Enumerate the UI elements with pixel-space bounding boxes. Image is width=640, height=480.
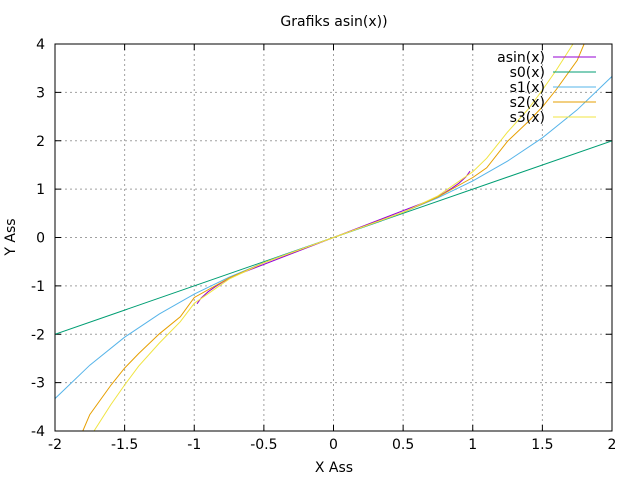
x-tick-label: -1 (187, 437, 201, 453)
x-tick-label: 0.5 (392, 437, 414, 453)
legend-label-s1-x: s1(x) (510, 80, 545, 96)
chart-title: Grafiks asin(x)) (280, 14, 387, 30)
y-tick-label: 4 (36, 37, 45, 53)
x-tick-label: 2 (608, 437, 617, 453)
x-tick-label: 1.5 (531, 437, 553, 453)
y-tick-label: 3 (36, 85, 45, 101)
x-tick-label: -0.5 (250, 437, 277, 453)
y-tick-label: 2 (36, 134, 45, 150)
y-axis-label: Y Ass (3, 218, 19, 256)
y-tick-label: -2 (31, 327, 45, 343)
legend-label-s2-x: s2(x) (510, 95, 545, 111)
series-lines (55, 44, 612, 431)
plot-frame (54, 43, 613, 432)
legend-label-s3-x: s3(x) (510, 110, 545, 126)
x-tick-label: -1.5 (111, 437, 138, 453)
y-tick-label: -4 (31, 424, 45, 440)
x-tick-label: 0 (329, 437, 338, 453)
axis-ticks: -2 -1.5 -1 -0.5 0 0.5 1 1.5 2 -4 -3 -2 -1 0 1 2 3 4 (31, 37, 616, 453)
x-tick-label: -2 (48, 437, 62, 453)
legend-label-s0-x: s0(x) (510, 65, 545, 81)
series-line-s3-x (93, 44, 574, 431)
legend-label-asin-x: asin(x) (497, 50, 545, 66)
y-tick-label: -1 (31, 279, 45, 295)
y-tick-label: 1 (36, 182, 45, 198)
x-axis-label: X Ass (315, 460, 353, 476)
x-tick-label: 1 (468, 437, 477, 453)
legend: asin(x)s0(x)s1(x)s2(x)s3(x) (497, 50, 596, 126)
y-tick-label: -3 (31, 376, 45, 392)
y-tick-label: 0 (36, 231, 45, 247)
